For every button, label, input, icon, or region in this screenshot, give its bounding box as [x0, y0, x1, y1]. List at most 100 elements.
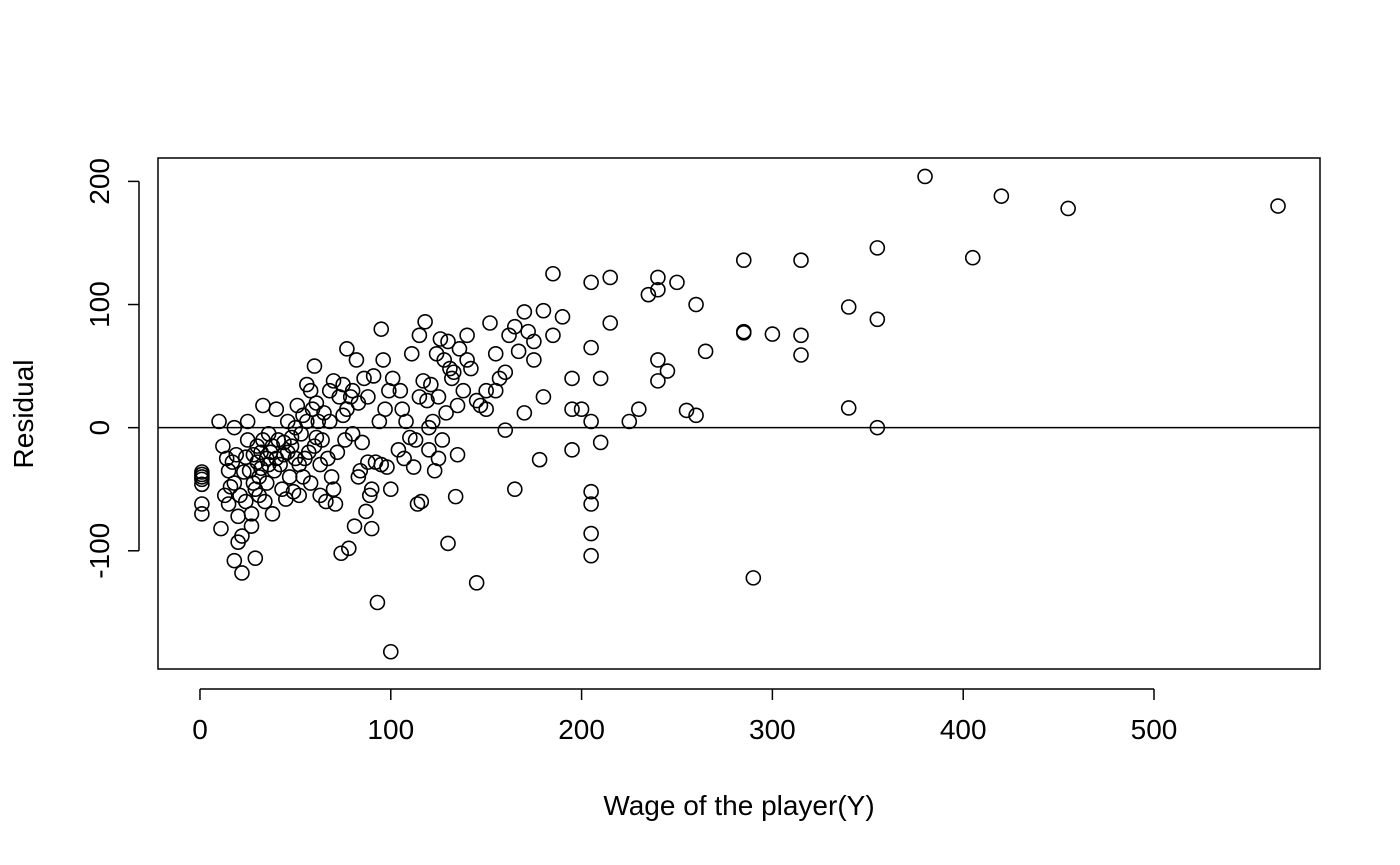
data-point [409, 496, 426, 512]
data-point [573, 401, 590, 417]
data-point [341, 540, 357, 557]
data-point [497, 364, 514, 381]
data-point [411, 327, 428, 344]
data-point [316, 405, 332, 421]
data-point [507, 318, 523, 335]
data-point [392, 382, 409, 399]
x-tick-label: 400 [940, 714, 987, 745]
data-point [272, 456, 288, 473]
data-point [384, 370, 401, 387]
data-point [257, 493, 273, 510]
data-point [306, 358, 323, 374]
data-point [274, 481, 290, 498]
data-point [531, 451, 548, 468]
data-point [213, 520, 229, 537]
data-point [468, 392, 485, 409]
data-point [194, 496, 210, 512]
data-points [194, 168, 1286, 660]
data-point [194, 476, 210, 493]
data-point [314, 432, 330, 448]
data-point [327, 496, 344, 512]
data-point [390, 442, 407, 458]
data-point [583, 496, 599, 512]
data-point [224, 454, 241, 470]
data-point [459, 352, 475, 368]
data-point [350, 469, 367, 485]
data-point [554, 309, 571, 325]
data-point [507, 481, 523, 498]
data-point [398, 413, 414, 430]
data-point [220, 462, 237, 479]
data-point [602, 269, 619, 286]
data-point [1060, 200, 1076, 217]
data-point [497, 422, 514, 438]
data-point [526, 333, 542, 350]
data-point [745, 570, 762, 586]
data-point [371, 413, 388, 430]
data-point [411, 389, 428, 405]
data-point [482, 315, 498, 331]
data-point [415, 373, 432, 389]
data-point [318, 493, 334, 510]
data-point [281, 469, 298, 485]
data-point [230, 508, 246, 525]
data-point [631, 401, 647, 417]
data-point [478, 382, 494, 399]
data-point [354, 434, 370, 451]
data-point [1270, 198, 1286, 214]
data-point [276, 446, 292, 463]
data-point [621, 413, 638, 430]
data-point [302, 382, 319, 399]
data-point [516, 304, 533, 320]
data-point [869, 240, 886, 256]
data-point [226, 475, 243, 491]
data-point [487, 345, 504, 362]
data-point [697, 343, 714, 360]
data-point [379, 459, 395, 475]
data-point [545, 327, 561, 344]
data-point [592, 434, 609, 451]
data-point [363, 481, 380, 498]
data-point [449, 397, 466, 414]
data-point [432, 331, 449, 347]
data-point [382, 481, 399, 498]
data-point [678, 402, 695, 419]
data-point [669, 274, 685, 291]
data-point [917, 168, 933, 185]
data-point [308, 395, 325, 411]
data-point [243, 506, 260, 522]
data-point [964, 249, 981, 266]
data-point [226, 552, 243, 569]
data-point [735, 252, 752, 269]
data-point [291, 487, 307, 504]
data-point [436, 352, 453, 368]
y-axis-title: Residual [8, 360, 39, 469]
data-point [276, 434, 292, 451]
data-point [329, 444, 346, 461]
data-point [361, 487, 378, 504]
data-point [583, 483, 599, 500]
data-point [602, 315, 619, 331]
data-point [430, 450, 447, 467]
data-point [403, 345, 420, 362]
data-point [194, 506, 210, 522]
data-point [764, 326, 781, 342]
data-point [447, 488, 464, 505]
plot-frame [157, 157, 1321, 670]
data-point [640, 286, 657, 303]
data-point [869, 419, 886, 436]
data-point [407, 432, 424, 448]
data-point [211, 413, 227, 430]
data-point [592, 370, 609, 387]
data-point [216, 487, 233, 504]
data-point [535, 302, 552, 319]
data-point [369, 594, 386, 611]
data-point [258, 475, 275, 491]
data-point [299, 413, 315, 430]
data-point [735, 325, 752, 341]
data-point [413, 493, 430, 510]
data-point [516, 405, 533, 421]
data-point [564, 370, 580, 387]
data-point [405, 459, 422, 475]
data-point [445, 364, 462, 381]
